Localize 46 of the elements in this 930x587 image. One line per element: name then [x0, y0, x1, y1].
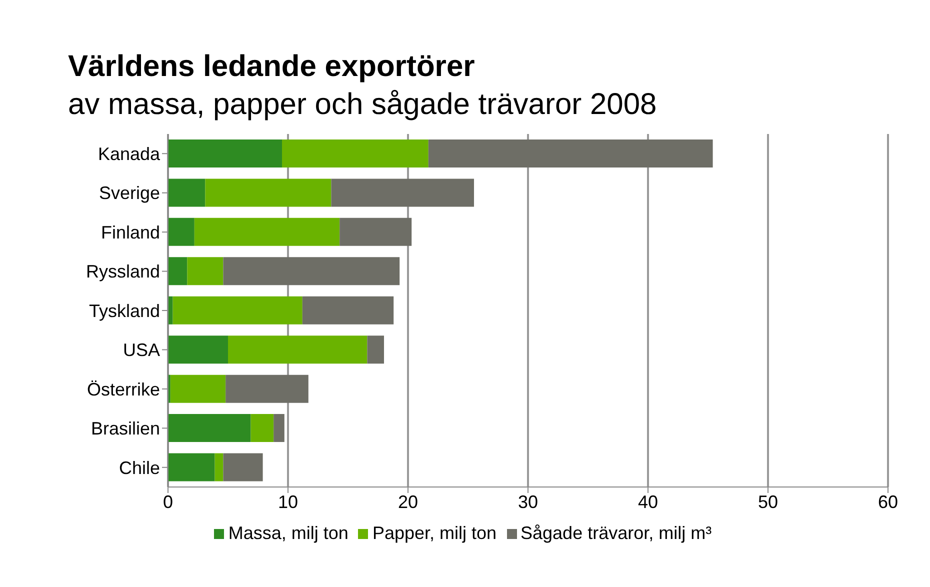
bar: [187, 257, 224, 286]
bar: [205, 178, 332, 207]
bar: [223, 453, 263, 482]
legend-label: Massa, milj ton: [228, 523, 348, 543]
y-tick-label: Tyskland: [88, 300, 160, 321]
bar: [226, 374, 308, 403]
y-tick-label: Kanada: [98, 144, 161, 164]
y-tick-label: USA: [122, 340, 160, 360]
x-tick-label: 10: [278, 492, 298, 512]
x-tick-label: 30: [518, 492, 538, 512]
y-tick-label: Österrike: [86, 379, 160, 400]
x-tick-label: 20: [398, 492, 418, 512]
bar: [228, 336, 368, 364]
legend-label: Sågade trävaror, milj m³: [520, 523, 712, 543]
bar: [168, 257, 188, 286]
y-tick-label: Ryssland: [86, 262, 160, 282]
x-tick-label: 40: [638, 492, 658, 512]
bar: [367, 336, 384, 364]
bar: [168, 218, 194, 246]
y-tick-label: Brasilien: [90, 418, 160, 439]
legend-label: Papper, milj ton: [372, 523, 497, 543]
bar: [331, 178, 474, 207]
bar: [428, 139, 713, 168]
bar: [250, 414, 274, 442]
bar: [168, 336, 228, 364]
bar: [214, 453, 224, 482]
bar: [168, 296, 173, 324]
bar: [168, 453, 215, 482]
y-tick-label: Chile: [118, 458, 160, 478]
bar: [170, 374, 226, 403]
bar: [223, 257, 400, 286]
y-tick-label: Finland: [100, 222, 160, 242]
y-tick-label: Sverige: [98, 183, 160, 204]
x-tick-label: 50: [758, 492, 778, 512]
bar: [282, 139, 428, 168]
chart-title: Världens ledande exportörer av massa, papper och sågade trävaror 2008: [68, 49, 658, 123]
bar: [274, 414, 284, 442]
x-tick-label: 0: [162, 492, 174, 512]
bar: [168, 414, 251, 442]
bar: [340, 218, 412, 246]
bar: [302, 296, 394, 324]
bar: [168, 178, 206, 207]
bar: [172, 296, 302, 324]
x-tick-label: 60: [878, 492, 898, 512]
bar: [168, 139, 282, 168]
bar: [194, 218, 340, 246]
